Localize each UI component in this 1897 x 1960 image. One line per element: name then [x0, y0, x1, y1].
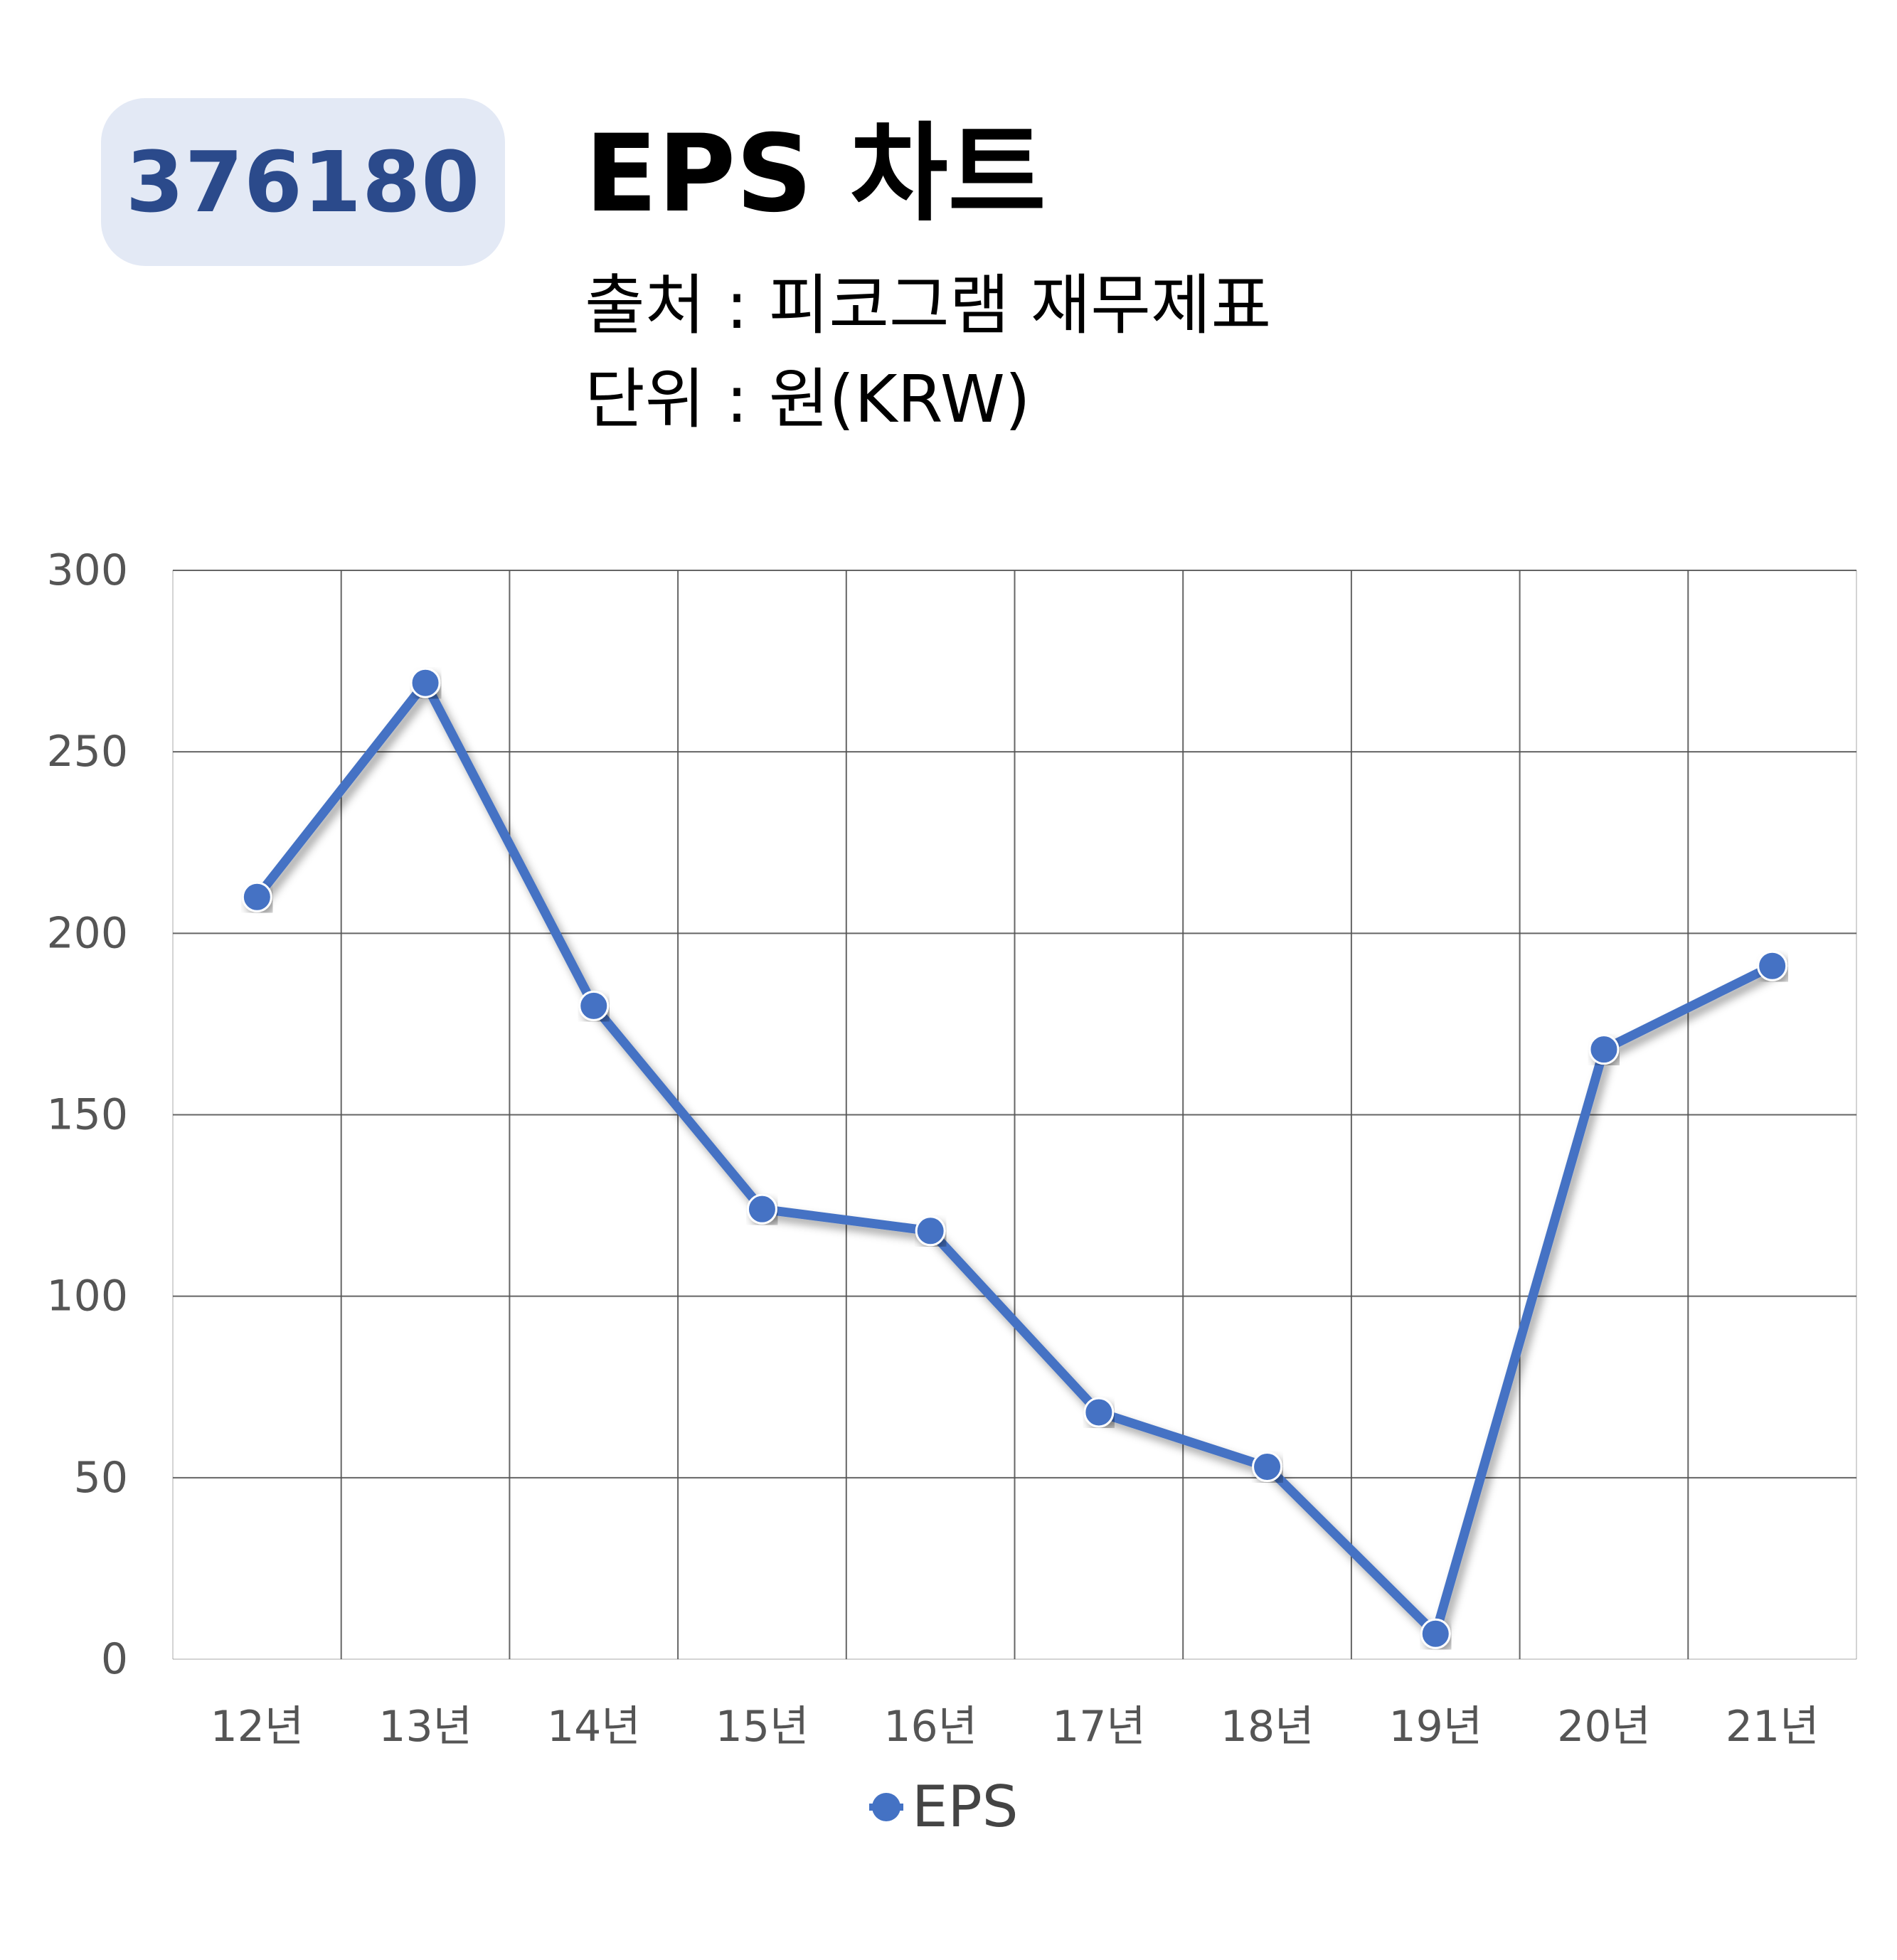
- data-point: [410, 667, 441, 698]
- y-tick-label: 100: [46, 1272, 128, 1321]
- y-tick-label: 150: [46, 1090, 128, 1140]
- x-tick-label: 20년: [1557, 1702, 1651, 1752]
- x-tick-label: 18년: [1221, 1702, 1314, 1752]
- x-tick-label: 15년: [716, 1702, 809, 1752]
- x-tick-label: 17년: [1052, 1702, 1146, 1752]
- data-point: [1588, 1034, 1620, 1065]
- x-tick-label: 13년: [378, 1702, 472, 1752]
- data-point: [1252, 1452, 1283, 1483]
- x-tick-label: 14년: [547, 1702, 641, 1752]
- unit-label: 단위 : 원(KRW): [585, 361, 1031, 437]
- legend-label: EPS: [912, 1774, 1019, 1840]
- data-point: [1420, 1618, 1451, 1649]
- x-tick-label: 16년: [883, 1702, 977, 1752]
- data-point: [578, 990, 610, 1021]
- x-axis: 12년 13년 14년 15년 16년 17년 18년 19년 20년 21년: [211, 1702, 1819, 1752]
- stock-code-badge: 376180: [101, 98, 505, 266]
- chart-title: EPS 차트: [585, 112, 1046, 236]
- y-tick-label: 300: [46, 545, 128, 595]
- chart-legend: EPS: [869, 1774, 1019, 1840]
- source-label: 출처 : 피코그램 재무제표: [585, 267, 1272, 343]
- chart-grid: [172, 570, 1857, 1660]
- series-line: [252, 678, 1778, 1639]
- y-tick-label: 250: [46, 727, 128, 777]
- y-axis: 0 50 100 150 200 250 300: [46, 545, 128, 1684]
- y-tick-label: 200: [46, 908, 128, 958]
- y-tick-label: 0: [101, 1634, 128, 1684]
- data-point: [1083, 1397, 1115, 1428]
- x-tick-label: 21년: [1726, 1702, 1819, 1752]
- series-eps: [241, 667, 1788, 1649]
- y-tick-label: 50: [74, 1453, 128, 1503]
- data-point: [1757, 950, 1788, 981]
- x-tick-label: 12년: [211, 1702, 304, 1752]
- data-point: [241, 881, 272, 912]
- data-point: [746, 1193, 777, 1225]
- x-tick-label: 19년: [1388, 1702, 1482, 1752]
- legend-marker: [872, 1793, 900, 1821]
- stock-code: 376180: [125, 133, 481, 231]
- data-point: [915, 1215, 946, 1247]
